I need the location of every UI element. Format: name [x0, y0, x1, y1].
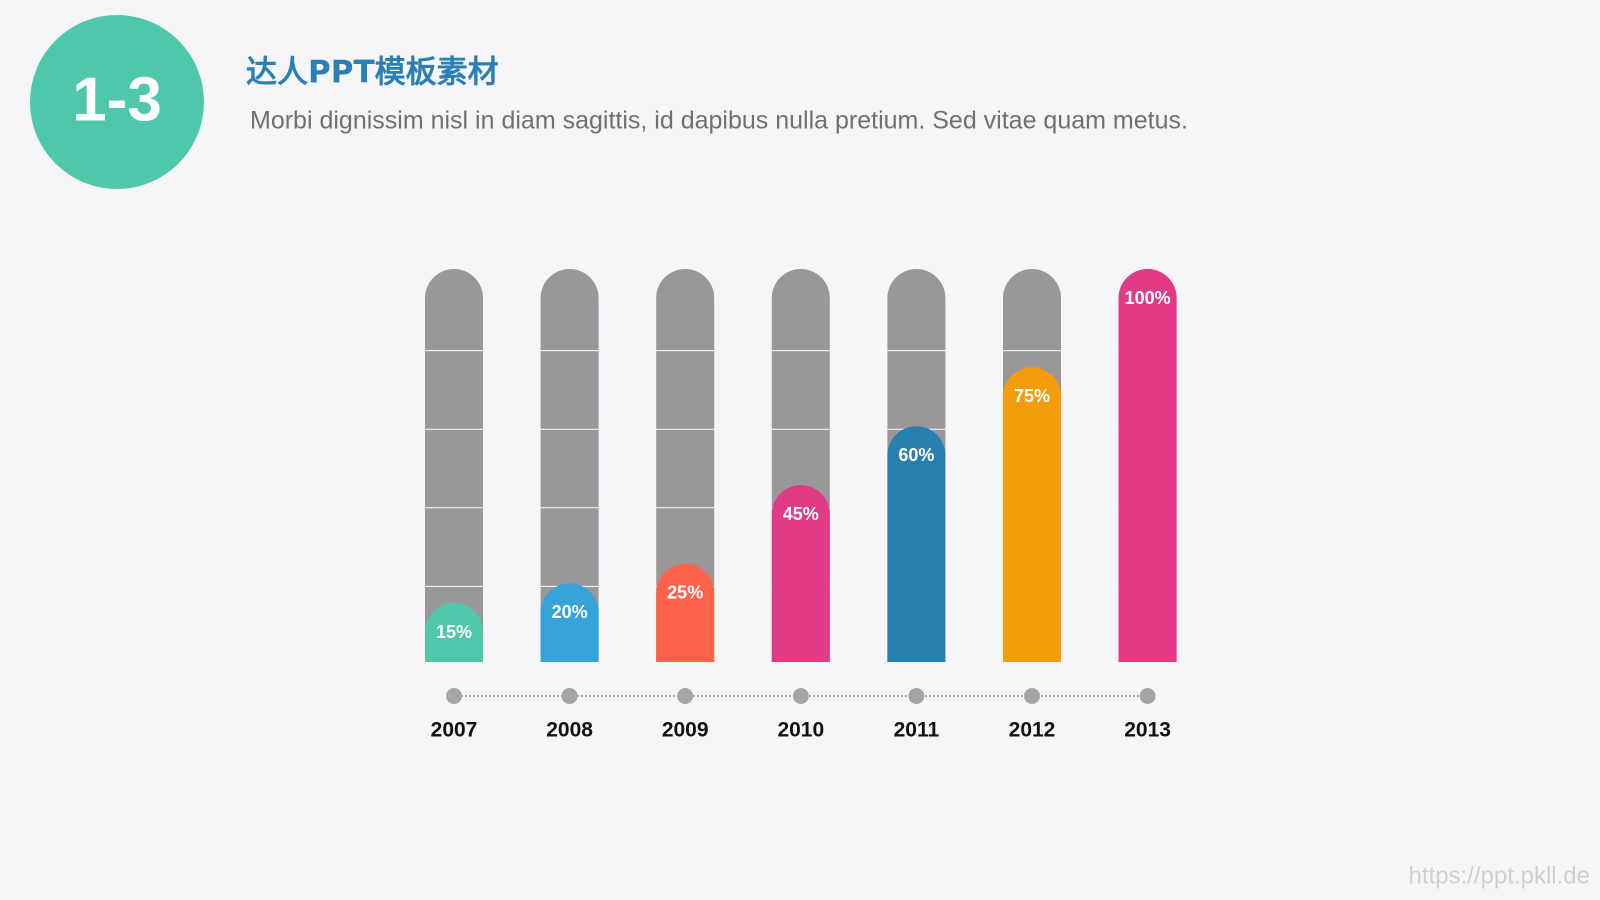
watermark: https://ppt.pkll.de	[1409, 862, 1590, 889]
value-label: 15%	[436, 622, 472, 642]
timeline-dot	[792, 688, 809, 704]
x-tick-label: 2007	[431, 719, 478, 742]
timeline-dot	[908, 688, 925, 704]
x-tick-label: 2008	[546, 719, 593, 742]
bar	[887, 426, 946, 662]
bar	[1118, 269, 1177, 662]
value-label: 60%	[898, 445, 934, 465]
subtitle: Morbi dignissim nisl in diam sagittis, i…	[250, 107, 1188, 135]
bar-track	[425, 269, 483, 662]
x-tick-label: 2009	[662, 719, 709, 742]
timeline-dot	[446, 688, 462, 704]
bar	[656, 563, 715, 662]
bar	[425, 603, 483, 662]
value-label: 20%	[552, 602, 588, 622]
badge-circle	[30, 15, 204, 189]
x-tick-label: 2013	[1124, 719, 1171, 742]
value-label: 75%	[1014, 386, 1050, 406]
chart: 15% 2007 20% 2008 25% 2009 45% 2010 60% 2011 75% 20…	[425, 269, 1177, 742]
x-tick-label: 2010	[777, 719, 824, 742]
bar-track	[540, 269, 599, 662]
title: 达人PPT模板素材	[246, 55, 499, 91]
timeline-dot	[561, 688, 578, 704]
timeline-dot	[1024, 688, 1040, 704]
value-label: 45%	[783, 504, 819, 524]
bar	[771, 485, 830, 662]
bar	[1003, 367, 1061, 662]
timeline-dot	[677, 688, 694, 704]
badge: 1-3	[72, 65, 162, 134]
x-tick-label: 2011	[894, 719, 940, 742]
value-label: 25%	[667, 583, 703, 603]
bar	[540, 583, 599, 662]
value-label: 100%	[1125, 288, 1171, 308]
timeline-dot	[1139, 688, 1156, 704]
bar-track	[656, 269, 715, 662]
x-tick-label: 2012	[1009, 719, 1056, 742]
